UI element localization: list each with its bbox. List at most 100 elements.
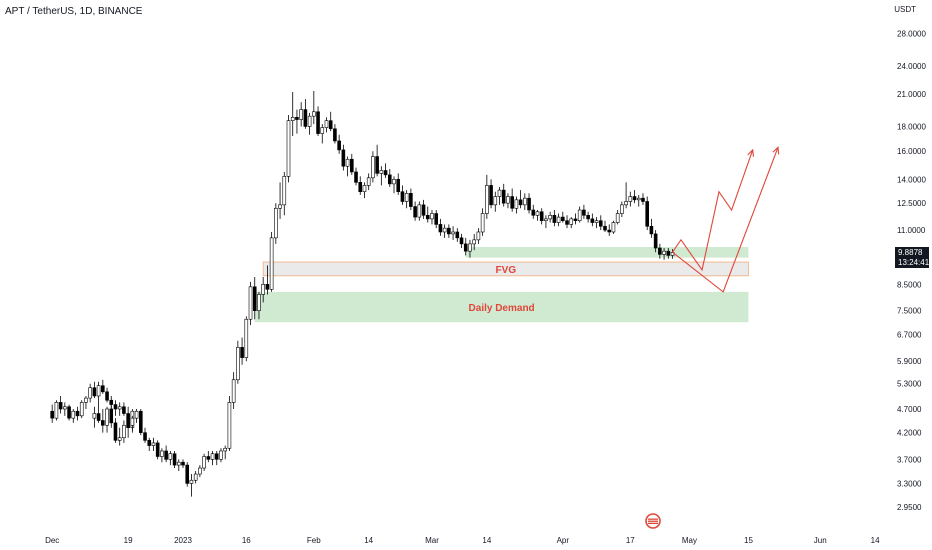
candle-body (122, 406, 126, 414)
candle-body (71, 410, 76, 419)
candle-body (189, 479, 194, 484)
candle-body (615, 213, 620, 223)
candle-body (531, 209, 536, 216)
candle-body (442, 227, 447, 233)
candle-body (67, 406, 71, 419)
candle-body (375, 156, 379, 174)
candle-body (252, 286, 257, 311)
candle-body (198, 467, 202, 475)
candle-body (438, 224, 443, 233)
candle-body (185, 464, 190, 484)
candle-body (96, 385, 101, 397)
x-tick-label: Feb (307, 536, 321, 545)
fvg-label: FVG (496, 265, 517, 276)
x-tick-label: 15 (744, 536, 753, 545)
tradingview-logo-icon[interactable] (641, 513, 665, 529)
candle-body (63, 406, 67, 410)
candle-body (425, 214, 430, 220)
candle-body (282, 176, 287, 206)
candle-body (274, 207, 278, 239)
candle-body (544, 218, 548, 222)
candle-body (569, 218, 574, 225)
candle-body (109, 408, 114, 424)
y-tick-label: 21.0000 (897, 90, 926, 99)
candle-body (455, 231, 460, 239)
candle-body (628, 196, 633, 202)
support-zone (465, 246, 749, 258)
candle-body (349, 158, 354, 173)
y-tick-label: 5.9000 (897, 357, 922, 366)
candle-body (160, 450, 164, 457)
candle-body (514, 199, 519, 209)
candle-body (560, 216, 565, 222)
candle-body (451, 231, 455, 235)
bar-countdown: 13:24:41 (898, 258, 930, 267)
candle-body (582, 209, 586, 216)
candle-body (117, 437, 122, 441)
daily-demand-zone (254, 291, 749, 323)
y-tick-label: 2.9500 (897, 503, 922, 512)
candle-body (113, 404, 118, 410)
candle-body (396, 179, 401, 193)
candles (50, 91, 675, 497)
candle-body (105, 408, 109, 426)
candle-body (58, 402, 63, 410)
candle-body (590, 218, 595, 223)
candle-body (303, 109, 308, 127)
candle-body (227, 402, 232, 449)
candle-body (556, 216, 561, 223)
candle-body (485, 185, 489, 214)
y-tick-label: 18.0000 (897, 122, 926, 131)
candle-body (147, 440, 152, 446)
candle-body (463, 243, 468, 252)
candle-body (476, 231, 481, 241)
candle-body (341, 149, 346, 167)
x-tick-label: 17 (626, 536, 635, 545)
candle-body (320, 127, 325, 134)
last-price: 9.8878 (898, 248, 923, 257)
candle-body (506, 196, 510, 204)
candle-body (527, 197, 531, 211)
y-tick-label: 12.5000 (897, 199, 926, 208)
candle-body (101, 385, 105, 393)
candle-body (206, 456, 211, 460)
y-tick-label: 3.3000 (897, 479, 922, 488)
candle-body (295, 116, 299, 120)
y-tick-label: 6.7000 (897, 330, 922, 339)
candle-body (480, 213, 485, 233)
y-axis: 28.0000 24.0000 21.0000 18.0000 16.0000 14.00… (897, 29, 926, 512)
candle-body (611, 222, 616, 233)
candle-body (223, 447, 227, 452)
candle-body (96, 413, 101, 421)
candle-body (151, 442, 156, 446)
candle-body (624, 201, 628, 206)
candle-body (337, 140, 341, 151)
candle-body (459, 237, 464, 245)
candle-body (620, 204, 624, 214)
x-axis: Dec 19 2023 16 Feb 14 Mar 14 Apr 17 May 15 Jun 14 (45, 536, 880, 545)
candle-body (510, 196, 514, 209)
candle-body (181, 461, 185, 466)
candle-body (101, 420, 105, 426)
candle-body (168, 453, 173, 460)
candle-body (50, 410, 54, 419)
x-tick-label: 14 (871, 536, 880, 545)
candle-body (354, 171, 358, 183)
candle-body (649, 225, 654, 235)
candle-body (430, 213, 434, 220)
candle-body (286, 120, 291, 177)
candle-body (636, 197, 641, 201)
candle-body (489, 185, 493, 206)
candle-body (244, 318, 249, 358)
candle-body (577, 209, 582, 222)
candle-body (501, 189, 506, 204)
candle-body (392, 179, 396, 185)
candle-body (539, 211, 544, 222)
currency-unit-label: USDT (894, 5, 916, 14)
candle-body (366, 177, 371, 186)
candle-body (134, 410, 139, 419)
chart-title: APT / TetherUS, 1D, BINANCE (5, 6, 143, 17)
candle-body (662, 250, 666, 255)
candle-body (497, 189, 502, 197)
